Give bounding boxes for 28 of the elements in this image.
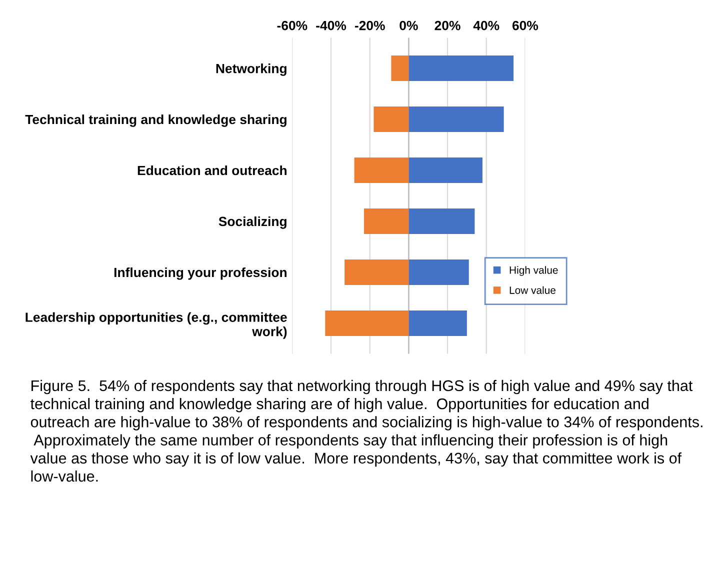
y-tick-label: Technical training and knowledge sharing	[25, 114, 286, 127]
legend-label: High value	[510, 266, 558, 276]
caption: Figure 5. 54% of respondents say that networking through HGS is of high value and 49% say that technical training and knowledge sharing are of high value. Opportunities for education and outreach are high-value to 38% of respondents and socializing is high-value to 34% of respondents. Approximately the same number of respondents say that influencing their profession is of high value as those who say it is of low value. More respondents, 43%, say that committee work is of low-value.	[30, 380, 702, 482]
y-tick-label: Leadership opportunities (e.g., committee work)	[26, 312, 287, 339]
y-tick-label: Education and outreach	[138, 165, 286, 176]
x-tick-label: -40%	[316, 20, 346, 30]
bar	[408, 158, 482, 184]
x-tick-label: -20%	[354, 20, 385, 30]
bar	[408, 310, 467, 336]
bar	[391, 56, 409, 82]
legend-label: Low value	[510, 286, 556, 294]
x-tick-label: 0%	[400, 20, 418, 30]
bar	[344, 259, 409, 285]
bar	[408, 106, 504, 132]
y-tick-label: Socializing	[218, 216, 286, 229]
bar	[325, 310, 409, 336]
bar	[364, 208, 409, 234]
y-tick-label: Networking	[216, 64, 286, 76]
x-tick-label: -60%	[277, 20, 308, 30]
x-tick-label: 40%	[473, 20, 500, 30]
y-tick-label: Influencing your profession	[114, 267, 286, 280]
bar	[408, 259, 469, 285]
bar	[374, 106, 409, 132]
bar	[408, 56, 514, 82]
x-tick-label: 20%	[434, 20, 460, 30]
x-tick-label: 60%	[512, 20, 538, 30]
bar	[408, 208, 475, 234]
bar	[354, 158, 409, 184]
